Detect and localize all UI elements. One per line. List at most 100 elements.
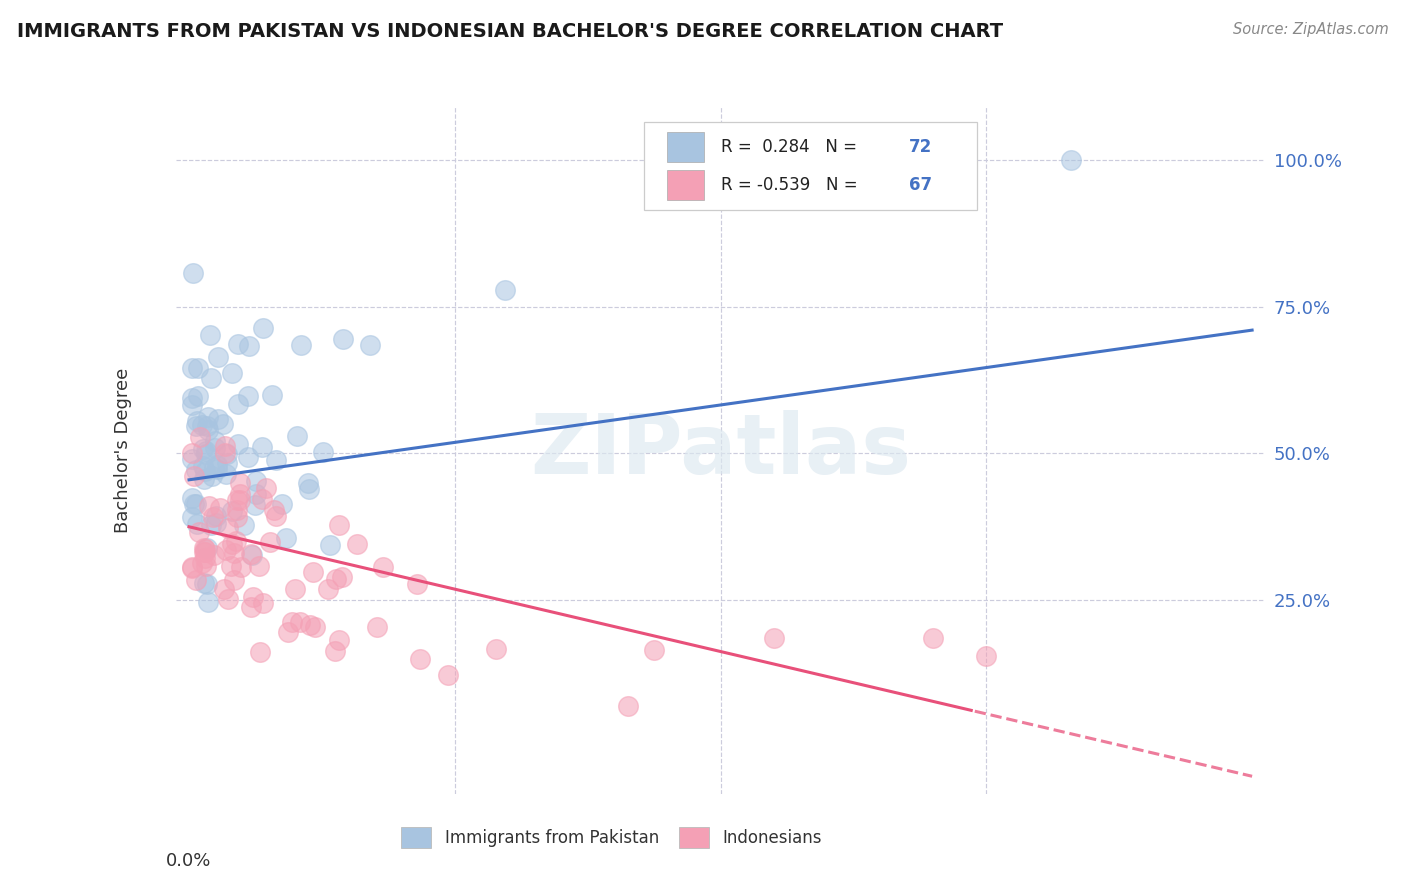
Point xyxy=(316,582,339,597)
Point xyxy=(222,546,245,560)
Point xyxy=(437,668,460,682)
Point xyxy=(290,338,312,352)
Point xyxy=(976,648,998,663)
Point xyxy=(236,450,259,464)
Point xyxy=(226,493,249,508)
Point xyxy=(485,641,508,656)
Point xyxy=(180,451,202,466)
Point xyxy=(183,266,205,280)
Point xyxy=(304,620,326,634)
Point xyxy=(204,434,226,448)
Point xyxy=(205,516,228,531)
Point xyxy=(288,615,311,629)
Point xyxy=(359,338,381,352)
Point xyxy=(297,475,319,490)
Point xyxy=(193,541,215,555)
Point xyxy=(205,462,228,476)
Point xyxy=(180,446,202,460)
Point xyxy=(217,592,239,607)
Point xyxy=(181,509,204,524)
Point xyxy=(208,500,231,515)
Point xyxy=(202,510,225,524)
Point xyxy=(184,497,207,511)
Text: 67: 67 xyxy=(910,176,932,194)
Point xyxy=(406,577,429,591)
Point xyxy=(224,574,246,588)
Point xyxy=(215,467,238,482)
Point xyxy=(191,418,214,433)
Point xyxy=(219,558,242,573)
Text: R =  0.284   N =: R = 0.284 N = xyxy=(721,137,862,156)
Point xyxy=(285,429,308,443)
FancyBboxPatch shape xyxy=(668,132,704,161)
Point xyxy=(239,599,262,614)
Point xyxy=(922,632,945,646)
Point xyxy=(330,569,353,583)
Point xyxy=(194,545,217,559)
Point xyxy=(221,366,243,380)
Point xyxy=(264,508,287,523)
Point xyxy=(217,521,239,535)
Point xyxy=(252,321,274,335)
Point xyxy=(207,411,229,425)
Point xyxy=(643,643,665,657)
Point xyxy=(228,336,250,351)
Point xyxy=(301,566,323,580)
Point xyxy=(202,460,225,475)
Point xyxy=(247,559,270,574)
Point xyxy=(191,556,214,570)
Point xyxy=(616,698,638,713)
Point xyxy=(214,542,236,557)
Point xyxy=(186,419,208,434)
Point xyxy=(198,327,221,342)
Point xyxy=(281,615,304,629)
Point xyxy=(194,551,217,566)
Point xyxy=(180,491,202,505)
Point xyxy=(194,464,217,478)
Point xyxy=(214,446,236,460)
Point xyxy=(180,361,202,376)
Point xyxy=(319,538,342,552)
Point xyxy=(243,498,266,512)
Point xyxy=(207,350,229,364)
Point xyxy=(252,492,274,507)
Point xyxy=(332,332,354,346)
Point xyxy=(186,517,208,532)
Legend: Immigrants from Pakistan, Indonesians: Immigrants from Pakistan, Indonesians xyxy=(395,821,828,855)
Point xyxy=(205,508,228,523)
Text: R = -0.539   N =: R = -0.539 N = xyxy=(721,176,862,194)
Point xyxy=(231,560,253,574)
Point xyxy=(271,497,294,511)
Point xyxy=(250,440,273,454)
Point xyxy=(284,582,307,596)
Point xyxy=(200,518,222,533)
Point xyxy=(238,389,260,403)
Point xyxy=(214,582,236,596)
Point xyxy=(1060,153,1083,167)
Point xyxy=(180,561,202,575)
Point xyxy=(193,544,215,558)
Point xyxy=(197,410,219,425)
Point xyxy=(180,560,202,574)
Point xyxy=(408,652,430,666)
Point xyxy=(259,535,281,549)
Point xyxy=(494,283,516,297)
Point xyxy=(233,518,256,533)
Point xyxy=(312,445,335,459)
Point xyxy=(200,370,222,384)
Point xyxy=(191,459,214,474)
Point xyxy=(328,518,350,533)
Point xyxy=(183,469,205,483)
Text: ZIPatlas: ZIPatlas xyxy=(530,410,911,491)
Text: 0.0%: 0.0% xyxy=(166,852,212,871)
Point xyxy=(183,497,205,511)
Point xyxy=(274,532,297,546)
Point xyxy=(181,391,204,405)
Point xyxy=(195,419,218,434)
Point xyxy=(207,458,229,473)
Point xyxy=(328,632,350,647)
Point xyxy=(298,618,321,632)
Point xyxy=(254,481,277,495)
Point xyxy=(187,389,209,403)
Point xyxy=(226,397,249,411)
